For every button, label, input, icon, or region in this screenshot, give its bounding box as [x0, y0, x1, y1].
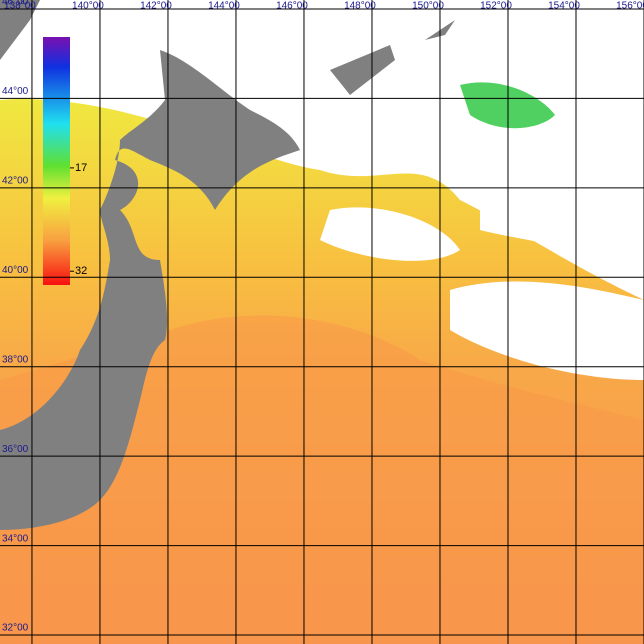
lon-label: 142°00 [140, 1, 172, 12]
lat-label: 42°00 [2, 175, 29, 186]
land [0, 0, 40, 60]
warm-water [0, 315, 644, 644]
land [330, 45, 395, 95]
cloud-gap [480, 176, 644, 260]
colorbar-label: 17 [75, 162, 87, 174]
lon-label: 150°00 [412, 1, 444, 12]
lat-label: 46°00 [2, 0, 29, 8]
lon-label: 140°00 [72, 1, 104, 12]
lat-label: 38°00 [2, 354, 29, 365]
lon-label: 152°00 [480, 1, 512, 12]
lat-label: 44°00 [2, 86, 29, 97]
lon-label: 154°00 [548, 1, 580, 12]
cloud-gap [450, 281, 644, 380]
lon-label: 144°00 [208, 1, 240, 12]
colorbar [43, 37, 70, 285]
land [0, 50, 300, 530]
lat-label: 34°00 [2, 533, 29, 544]
lat-label: 36°00 [2, 444, 29, 455]
cloud-gap [320, 207, 460, 261]
lon-label: 148°00 [344, 1, 376, 12]
colorbar-label: 32 [75, 265, 87, 277]
lon-label: 138°00 [4, 1, 36, 12]
lon-label: 156°00 [616, 1, 644, 12]
lon-label: 146°00 [276, 1, 308, 12]
lat-label: 40°00 [2, 265, 29, 276]
lat-label: 32°00 [2, 623, 29, 634]
